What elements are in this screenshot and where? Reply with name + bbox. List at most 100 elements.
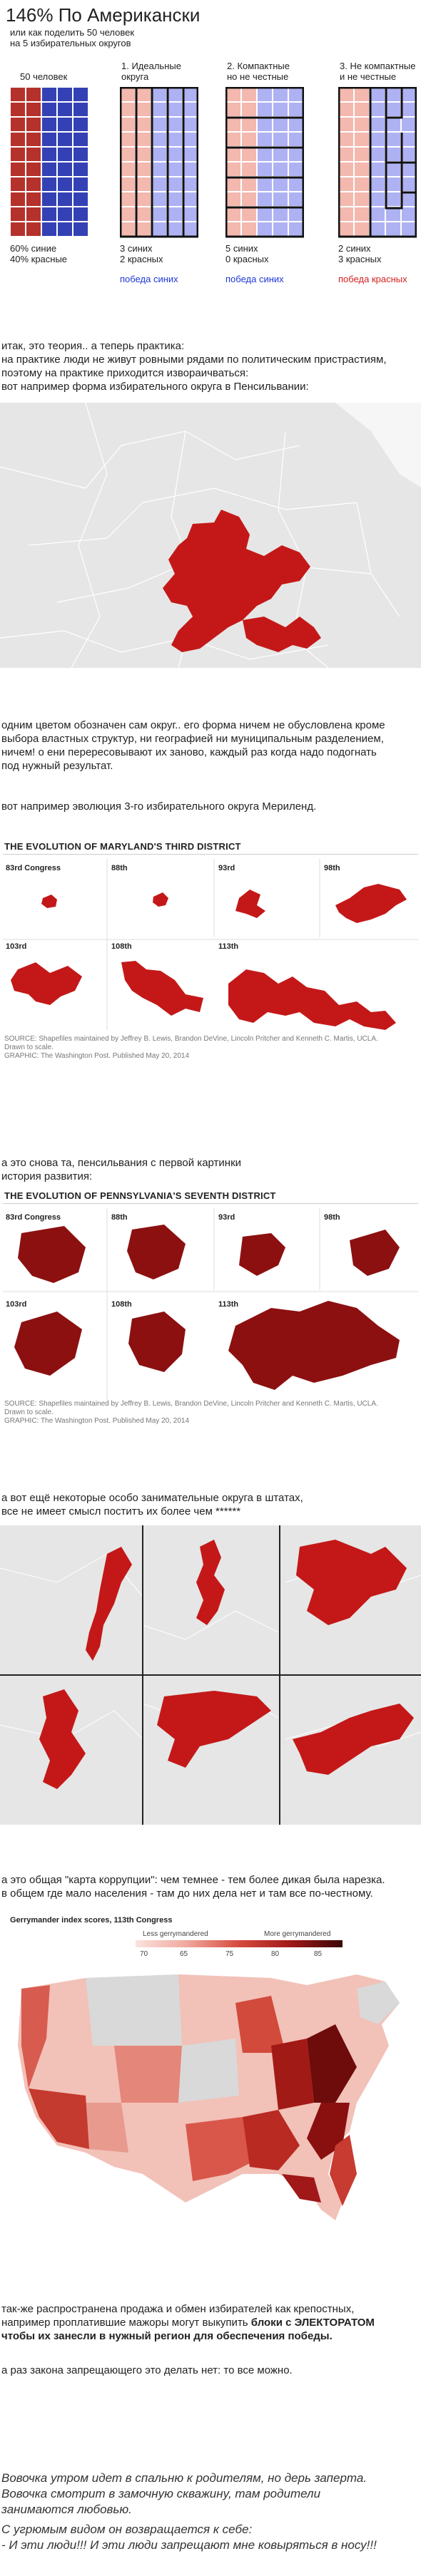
text2-line-4: под нужный результат.: [1, 760, 113, 772]
panel-2-result-1: 3 синих: [120, 243, 153, 254]
voter-cell: [258, 192, 272, 206]
pa-label-98: 98th: [324, 1213, 340, 1222]
voter-cell: [386, 103, 400, 116]
voter-cell: [355, 177, 369, 191]
voter-cell: [58, 103, 72, 116]
joke-line-5: - И эти люди!!! И эти люди запрещают мне…: [1, 2538, 377, 2552]
voter-cell: [289, 163, 303, 176]
voter-cell: [226, 118, 240, 131]
voter-cell: [26, 177, 41, 191]
voter-cell: [386, 222, 400, 236]
voter-cell: [26, 222, 41, 236]
voter-cell: [121, 133, 135, 146]
voter-cell: [183, 103, 198, 116]
voter-cell: [183, 207, 198, 221]
voter-cell: [26, 163, 41, 176]
voter-cell: [386, 118, 400, 131]
voter-grid-compact: [225, 87, 304, 238]
text5-line-1: а вот ещё некоторые особо занимательные …: [1, 1492, 303, 1504]
voter-cell: [386, 207, 400, 221]
pa-source-1: SOURCE: Shapefiles maintained by Jeffrey…: [4, 1400, 378, 1408]
text7-line-3: чтобы их занесли в нужный регион для обе…: [1, 2330, 333, 2342]
voter-cell: [26, 118, 41, 131]
voter-cell: [58, 192, 72, 206]
outcome-compact-link[interactable]: победа синих: [225, 274, 284, 284]
district-outline: [120, 87, 198, 238]
pa-label-83: 83rd Congress: [6, 1213, 61, 1222]
voter-cell: [73, 88, 88, 101]
voter-cell: [11, 133, 25, 146]
joke-line-3: занимаются любовью.: [1, 2503, 132, 2516]
voter-cell: [168, 103, 182, 116]
voter-cell: [258, 88, 272, 101]
voter-cell: [152, 177, 166, 191]
pa-label-108: 108th: [111, 1300, 132, 1309]
voter-cell: [339, 118, 353, 131]
subtitle-line-1: или как поделить 50 человек: [10, 27, 135, 38]
voter-cell: [339, 177, 353, 191]
md-label-93: 93rd: [218, 864, 235, 872]
md-district-shapes: [3, 859, 418, 1030]
panel-4-result-2: 3 красных: [338, 254, 382, 264]
text1-line-4: вот например форма избирательного округа…: [1, 381, 309, 393]
voter-cell: [339, 192, 353, 206]
voter-cell: [73, 192, 88, 206]
voter-cell: [136, 222, 151, 236]
voter-cell: [136, 88, 151, 101]
voter-cell: [258, 207, 272, 221]
district-outline: [338, 87, 417, 238]
voter-cell: [121, 163, 135, 176]
pa-label-103: 103rd: [6, 1300, 27, 1309]
text2-line-1: одним цветом обозначен сам округ.. его ф…: [1, 719, 385, 731]
voter-cell: [42, 148, 56, 161]
district-outline: [225, 87, 304, 238]
text7-line-1: так-же распространена продажа и обмен из…: [1, 2303, 355, 2315]
outcome-ideal-link[interactable]: победа синих: [120, 274, 178, 284]
voter-cell: [168, 192, 182, 206]
voter-cell: [11, 148, 25, 161]
voter-cell: [289, 207, 303, 221]
voter-cell: [183, 177, 198, 191]
md-source-2: Drawn to scale.: [4, 1044, 54, 1051]
voter-cell: [355, 192, 369, 206]
voter-cell: [370, 148, 385, 161]
text5-line-2: все не имеет смысл поститъ их более чем …: [1, 1505, 241, 1518]
voter-cell: [42, 222, 56, 236]
voter-cell: [339, 222, 353, 236]
voter-cell: [11, 177, 25, 191]
voter-cell: [258, 103, 272, 116]
md-label-83: 83rd Congress: [6, 864, 61, 872]
voter-cell: [42, 133, 56, 146]
gm-tick-1: 70: [140, 1950, 148, 1958]
voter-cell: [183, 133, 198, 146]
md-source-1: SOURCE: Shapefiles maintained by Jeffrey…: [4, 1035, 378, 1043]
voter-cell: [11, 118, 25, 131]
voter-cell: [289, 222, 303, 236]
voter-cell: [168, 177, 182, 191]
voter-cell: [73, 148, 88, 161]
voter-cell: [26, 192, 41, 206]
voter-cell: [168, 148, 182, 161]
joke-line-4: С угрюмым видом он возвращается к себе:: [1, 2523, 253, 2536]
voter-cell: [226, 133, 240, 146]
gm-less-label: Less gerrymandered: [143, 1930, 208, 1938]
voter-cell: [273, 222, 288, 236]
voter-cell: [26, 133, 41, 146]
voter-cell: [121, 118, 135, 131]
voter-cell: [136, 103, 151, 116]
district-outline: [386, 88, 403, 119]
voter-cell: [402, 177, 416, 191]
voter-cell: [273, 192, 288, 206]
text7-line-2-plain: например проплатившие мажоры могут выкуп…: [1, 2317, 251, 2329]
voter-cell: [73, 103, 88, 116]
voter-cell: [121, 222, 135, 236]
gm-tick-2: 65: [180, 1950, 188, 1958]
voter-cell: [11, 88, 25, 101]
voter-cell: [42, 163, 56, 176]
pa-title: THE EVOLUTION OF PENNSYLVANIA'S SEVENTH …: [4, 1190, 276, 1201]
text3: вот например эволюция 3-го избирательног…: [1, 800, 317, 813]
voter-cell: [73, 118, 88, 131]
outcome-unfair-link[interactable]: победа красных: [338, 274, 407, 284]
voter-grid-unfair: [338, 87, 417, 238]
voter-cell: [226, 192, 240, 206]
